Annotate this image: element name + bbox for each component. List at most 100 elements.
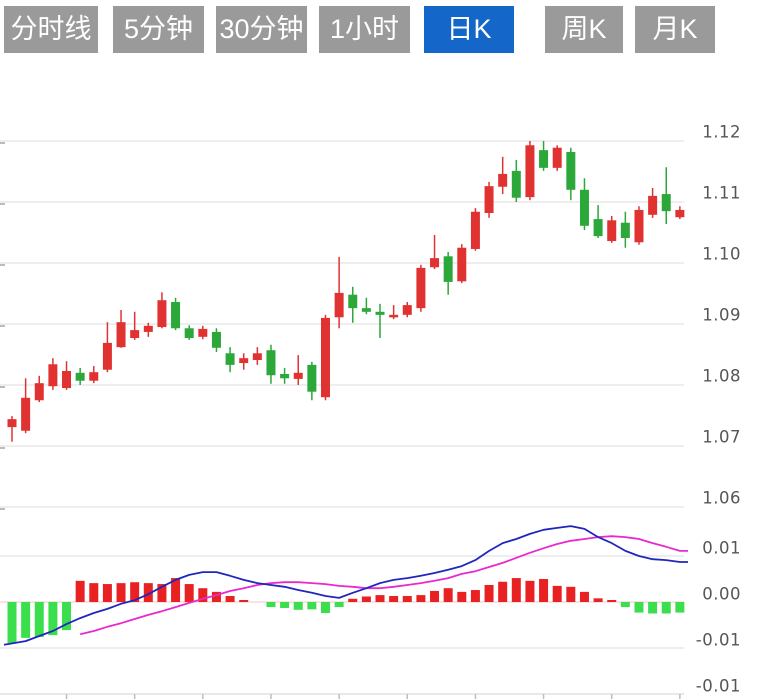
candle-down: [361, 308, 371, 312]
macd-bar-positive: [430, 590, 440, 602]
macd-bar-negative: [320, 602, 330, 614]
tab-1hour[interactable]: 1小时: [319, 6, 410, 53]
candle-up: [21, 397, 31, 431]
macd-bar-positive: [525, 580, 535, 602]
macd-tick-label: 0.01: [702, 539, 741, 558]
macd-bar-positive: [171, 578, 181, 602]
macd-bar-negative: [620, 602, 630, 608]
candle-up: [525, 145, 535, 198]
price-tick-label: 1.07: [702, 428, 741, 447]
macd-bar-positive: [116, 583, 126, 602]
macd-bar-positive: [607, 600, 617, 602]
candle-up: [198, 328, 208, 337]
candle-down: [348, 294, 358, 309]
candle-up: [116, 322, 126, 348]
candle-up: [470, 211, 480, 249]
price-axis-labels: 1.12 1.11 1.10 1.09 1.08 1.07 1.06: [702, 123, 741, 508]
candle-up: [402, 305, 412, 315]
x-axis-ticks: [65, 694, 681, 699]
macd-bar-negative: [334, 602, 344, 608]
macd-bar-positive: [457, 591, 467, 602]
macd-tick-label: 0.00: [702, 585, 741, 604]
candle-up: [607, 220, 617, 242]
macd-bar-positive: [498, 581, 508, 602]
candle-up: [102, 342, 112, 370]
macd-tick-label: -0.01: [696, 631, 741, 650]
candle-up: [157, 300, 167, 328]
candle-up: [675, 209, 685, 218]
candle-up: [89, 372, 99, 381]
macd-bar-positive: [361, 596, 371, 602]
macd-axis-labels: 0.01 0.00 -0.01 -0.01: [696, 539, 741, 696]
candle-up: [389, 314, 399, 318]
candle-down: [184, 328, 194, 339]
macd-bar-positive: [157, 584, 167, 602]
macd-bar-negative: [634, 602, 644, 613]
candle-up: [430, 258, 440, 268]
macd-bar-positive: [375, 595, 385, 602]
candle-down: [579, 189, 589, 226]
candle-up: [143, 325, 153, 332]
macd-bar-positive: [593, 598, 603, 602]
macd-bar-positive: [348, 598, 358, 602]
candle-down: [443, 256, 453, 282]
candle-up: [34, 383, 44, 401]
dea-line: [79, 535, 688, 636]
candle-up: [498, 173, 508, 187]
candle-up: [7, 419, 17, 428]
tab-monthly-k[interactable]: 月K: [635, 6, 715, 53]
tab-5min[interactable]: 5分钟: [113, 6, 204, 53]
candle-up: [648, 195, 658, 215]
macd-bar-positive: [211, 591, 221, 602]
candle-down: [211, 331, 221, 348]
macd-bar-negative: [266, 602, 276, 608]
candle-up: [239, 358, 249, 364]
macd-bar-positive: [89, 583, 99, 602]
macd-bar-positive: [416, 595, 426, 602]
macd-bar-positive: [184, 584, 194, 602]
macd-bar-positive: [143, 583, 153, 602]
dif-line: [3, 525, 688, 646]
tab-weekly-k[interactable]: 周K: [545, 6, 623, 53]
macd-bar-positive: [552, 585, 562, 602]
candle-down: [620, 222, 630, 238]
macd-bar-negative: [7, 602, 17, 643]
tab-daily-k[interactable]: 日K: [424, 6, 514, 53]
candle-up: [130, 330, 140, 339]
candle-down: [171, 302, 181, 329]
candle-up: [552, 147, 562, 168]
macd-bar-negative: [21, 602, 31, 638]
macd-bar-positive: [102, 584, 112, 602]
macd-bar-positive: [539, 579, 549, 602]
macd-bar-negative: [34, 602, 44, 637]
macd-bar-negative: [293, 602, 303, 610]
candle-down: [75, 372, 85, 381]
price-tick-label: 1.12: [702, 123, 741, 142]
candle-up: [252, 353, 262, 360]
price-tick-label: 1.06: [702, 489, 741, 508]
candle-up: [293, 372, 303, 379]
interval-toolbar: 分时线 5分钟 30分钟 1小时 日K 周K 月K: [0, 0, 761, 60]
macd-bar-negative: [280, 602, 290, 608]
macd-bar-positive: [511, 578, 521, 602]
macd-bar-negative: [307, 602, 317, 610]
macd-bar-positive: [198, 588, 208, 602]
candlestick-layer: [7, 141, 685, 442]
candle-up: [48, 364, 58, 387]
candle-down: [280, 374, 290, 379]
candle-down: [593, 219, 603, 237]
price-tick-label: 1.10: [702, 245, 741, 264]
macd-bar-positive: [225, 596, 235, 602]
candle-up: [457, 247, 467, 282]
tab-time-line[interactable]: 分时线: [4, 6, 98, 53]
macd-bar-negative: [675, 602, 685, 613]
macd-histogram: [7, 578, 685, 643]
tab-30min[interactable]: 30分钟: [216, 6, 307, 53]
price-tick-label: 1.08: [702, 367, 741, 386]
price-tick-label: 1.09: [702, 306, 741, 325]
candle-down: [661, 194, 671, 212]
macd-bar-positive: [566, 586, 576, 602]
macd-bar-negative: [62, 602, 72, 631]
